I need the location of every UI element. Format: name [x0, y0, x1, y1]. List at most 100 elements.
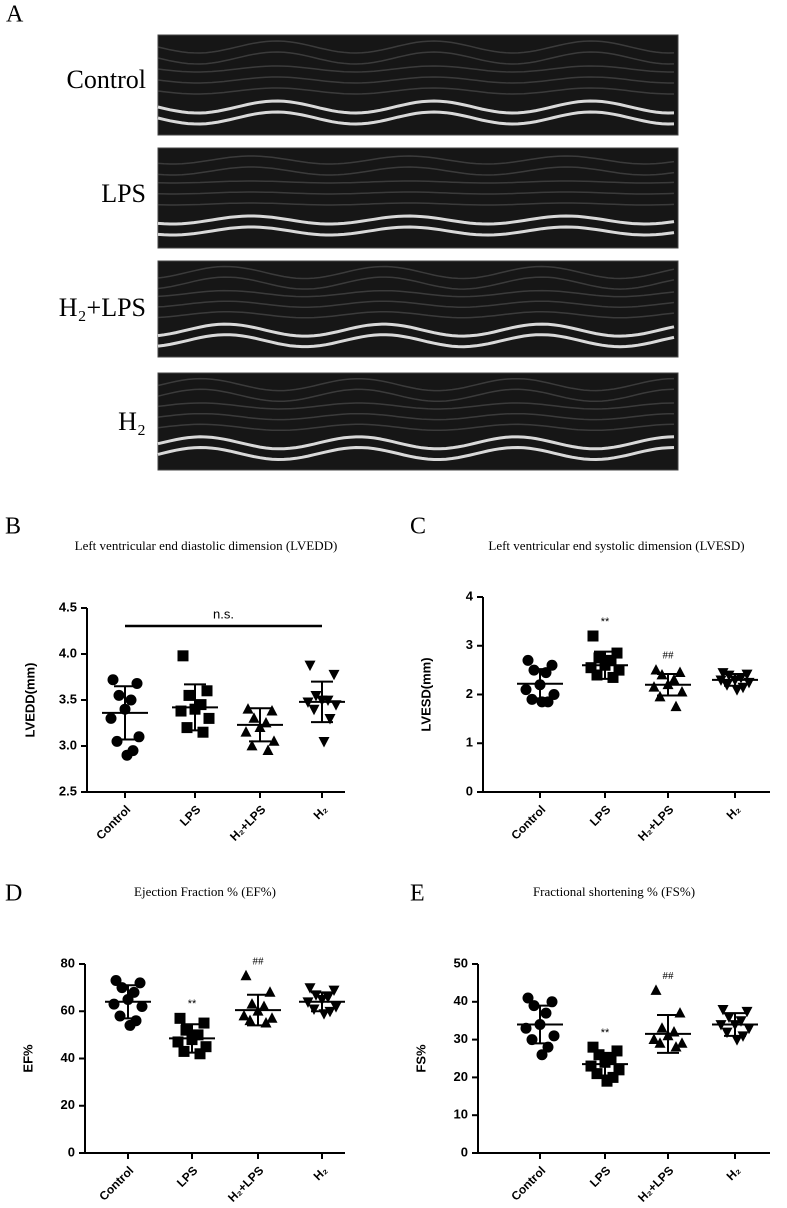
data-point	[741, 669, 753, 681]
data-point	[650, 664, 662, 675]
y-tick-label: 3.5	[59, 691, 77, 706]
data-point	[200, 1041, 212, 1053]
data-point	[613, 664, 625, 676]
y-tick-label: 20	[61, 1097, 75, 1112]
data-point	[258, 1000, 270, 1011]
x-tick-label: H₂+LPS	[635, 802, 676, 843]
data-point	[601, 1075, 613, 1087]
data-point	[310, 691, 322, 702]
echo-trace	[157, 99, 675, 115]
data-point	[197, 726, 209, 738]
y-tick-label: 4	[466, 588, 474, 603]
chart-title: Fractional shortening % (FS%)	[533, 884, 695, 899]
data-point	[304, 983, 316, 994]
data-point	[542, 1041, 554, 1053]
data-point	[328, 985, 340, 997]
x-tick-label: H₂	[311, 802, 331, 822]
data-point	[670, 700, 682, 712]
y-tick-label: 20	[454, 1069, 468, 1084]
data-point	[244, 1014, 256, 1026]
panel-letter: B	[5, 514, 21, 540]
data-point	[268, 735, 280, 746]
data-point	[203, 712, 215, 724]
echo-trace	[157, 289, 675, 298]
data-point	[526, 1034, 538, 1046]
data-point	[328, 669, 340, 681]
data-point	[246, 998, 258, 1009]
x-tick-label: Control	[508, 1163, 548, 1203]
data-point	[308, 704, 320, 716]
y-axis-label: LVESD(mm)	[418, 657, 433, 731]
data-point	[587, 630, 599, 642]
x-tick-label: LPS	[177, 802, 203, 828]
y-tick-label: 40	[61, 1050, 75, 1065]
row-label: Control	[67, 65, 146, 94]
data-point	[591, 1068, 603, 1080]
echo-trace	[157, 300, 675, 308]
data-point	[520, 1022, 532, 1034]
panel-letter: D	[5, 881, 22, 907]
x-tick-label: H₂	[311, 1163, 331, 1183]
data-point	[324, 714, 336, 725]
data-point	[548, 1030, 560, 1042]
y-tick-label: 40	[454, 993, 468, 1008]
data-point	[131, 677, 143, 689]
echo-trace	[157, 322, 675, 338]
data-point	[248, 712, 260, 723]
data-point	[593, 652, 605, 664]
data-point	[183, 689, 195, 701]
data-point	[175, 705, 187, 717]
data-point	[741, 1006, 753, 1018]
x-tick-label: LPS	[587, 1163, 613, 1189]
data-point	[111, 735, 123, 747]
y-tick-label: 30	[454, 1031, 468, 1046]
data-point	[540, 1007, 552, 1019]
echo-trace	[157, 76, 674, 84]
y-tick-label: 80	[61, 955, 75, 970]
data-point	[723, 1012, 735, 1023]
x-tick-label: LPS	[174, 1163, 200, 1189]
data-point	[172, 1036, 184, 1048]
echo-trace	[157, 180, 675, 184]
y-tick-label: 1	[466, 735, 473, 750]
data-point	[522, 992, 534, 1004]
data-point	[668, 673, 680, 685]
y-tick-label: 2	[466, 686, 473, 701]
y-tick-label: 3.0	[59, 737, 77, 752]
data-point	[593, 1049, 605, 1061]
data-point	[108, 998, 120, 1010]
echo-trace	[157, 388, 675, 403]
data-point	[198, 1017, 210, 1029]
data-point	[177, 650, 189, 662]
x-tick-label: LPS	[587, 802, 613, 828]
panel-letter: E	[410, 881, 425, 907]
data-point	[721, 1027, 733, 1039]
data-point	[113, 689, 125, 701]
y-axis-label: EF%	[20, 1044, 35, 1073]
data-point	[591, 669, 603, 681]
row-label: H₂	[118, 407, 146, 436]
data-point	[585, 1060, 597, 1072]
echo-trace	[157, 445, 675, 462]
echo-image	[157, 34, 679, 136]
data-point	[717, 1004, 729, 1016]
data-point	[607, 671, 619, 683]
echo-trace	[157, 87, 674, 95]
x-tick-label: H₂+LPS	[225, 1163, 266, 1204]
data-point	[607, 1071, 619, 1083]
data-point	[124, 1019, 136, 1031]
echo-trace	[157, 276, 675, 290]
significance-mark: ##	[253, 955, 265, 967]
y-tick-label: 4.0	[59, 645, 77, 660]
data-point	[201, 685, 213, 697]
echo-image	[157, 147, 679, 249]
echo-trace	[157, 265, 675, 280]
row-label: LPS	[101, 179, 146, 208]
y-tick-label: 60	[61, 1003, 75, 1018]
data-point	[611, 1045, 623, 1057]
data-point	[194, 1048, 206, 1060]
data-point	[318, 737, 330, 748]
echo-trace	[157, 155, 675, 165]
echo-trace	[157, 214, 675, 226]
echo-trace	[157, 423, 675, 432]
